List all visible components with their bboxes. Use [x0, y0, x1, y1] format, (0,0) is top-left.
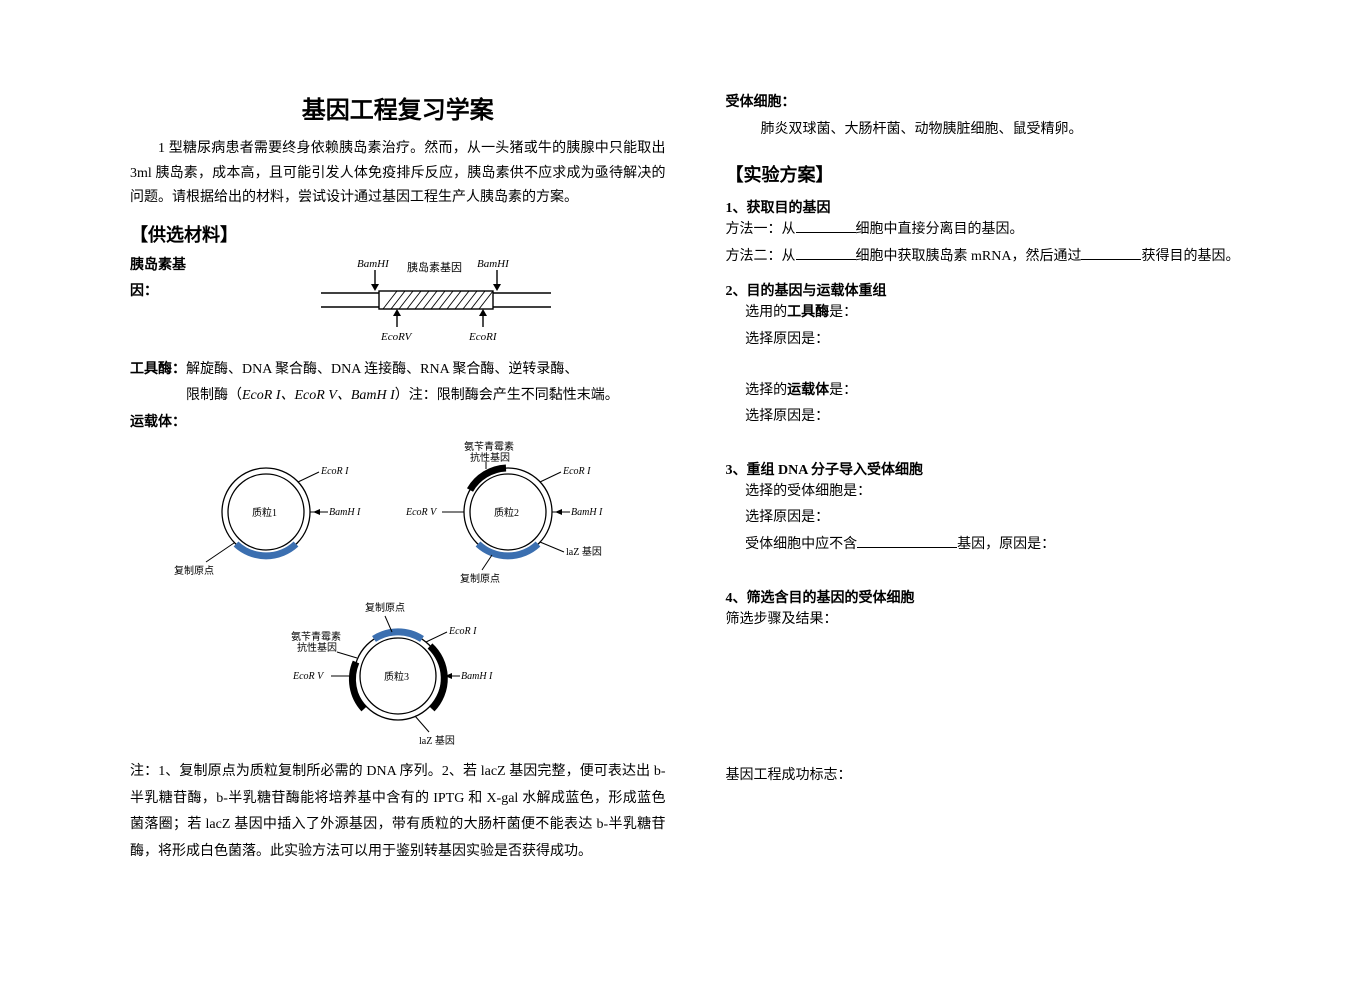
tool-line2: 限制酶（EcoR I、EcoR V、BamH I）注：限制酶会产生不同黏性末端。 [130, 383, 666, 410]
blank-gene [857, 534, 957, 548]
svg-text:抗性基因: 抗性基因 [470, 451, 510, 464]
success-marker: 基因工程成功标志： [726, 763, 1241, 790]
bamhi-right-label: BamHI [477, 258, 510, 270]
method-1-line: 方法一：从细胞中直接分离目的基因。 [726, 217, 1241, 244]
bamhi-left-label: BamHI [357, 258, 390, 270]
ecori-label: EcoRI [468, 331, 498, 343]
gene-diagram-cell: BamHI 胰岛素基因 BamHI [208, 253, 666, 357]
left-column: 基因工程复习学案 1 型糖尿病患者需要终身依赖胰岛素治疗。然而，从一头猪或牛的胰… [130, 90, 666, 922]
materials-header: 【供选材料】 [130, 221, 666, 247]
insulin-gene-diagram: BamHI 胰岛素基因 BamHI [307, 255, 567, 347]
tool-label: 工具酶： [130, 362, 186, 377]
step-3-header: 3、重组 DNA 分子导入受体细胞 [726, 459, 1241, 479]
svg-text:BamH I: BamH I [571, 507, 603, 518]
ecorv-label: EcoRV [380, 331, 413, 343]
svg-text:BamH I: BamH I [461, 671, 493, 682]
svg-text:抗性基因: 抗性基因 [297, 641, 337, 654]
step-2-vector: 选择的运载体是： [726, 378, 1241, 405]
tool-enzyme-block: 工具酶：解旋酶、DNA 聚合酶、DNA 连接酶、RNA 聚合酶、逆转录酶、 [130, 357, 666, 384]
spacer-2 [726, 431, 1241, 449]
step-4-header: 4、筛选含目的基因的受体细胞 [726, 587, 1241, 607]
svg-text:质粒2: 质粒2 [494, 506, 519, 519]
gene-center-label: 胰岛素基因 [407, 260, 462, 274]
vector-block: 运载体： [130, 410, 666, 437]
spacer-3 [726, 559, 1241, 577]
svg-text:laZ 基因: laZ 基因 [566, 545, 602, 558]
blank-3 [1081, 246, 1141, 260]
blank-1 [796, 219, 856, 233]
recipient-label: 受体细胞： [726, 95, 796, 110]
svg-text:复制原点: 复制原点 [174, 564, 214, 577]
spacer-4 [726, 633, 1241, 763]
svg-text:质粒3: 质粒3 [384, 670, 409, 683]
svg-text:复制原点: 复制原点 [365, 601, 405, 614]
step-2-reason-1: 选择原因是： [726, 327, 1241, 354]
step-2-tool: 选用的工具酶是： [726, 300, 1241, 327]
recipient-text: 肺炎双球菌、大肠杆菌、动物胰脏细胞、鼠受精卵。 [726, 117, 1241, 144]
svg-text:EcoR V: EcoR V [292, 671, 325, 682]
gene-label: 胰岛素基因： [130, 253, 208, 306]
svg-text:氨苄青霉素: 氨苄青霉素 [291, 630, 341, 643]
vector-note: 注：1、复制原点为质粒复制所必需的 DNA 序列。2、若 lacZ 基因完整，便… [130, 759, 666, 865]
spacer-1 [726, 354, 1241, 378]
intro-paragraph: 1 型糖尿病患者需要终身依赖胰岛素治疗。然而，从一头猪或牛的胰腺中只能取出 3m… [130, 137, 666, 211]
svg-text:复制原点: 复制原点 [460, 572, 500, 585]
svg-text:EcoR I: EcoR I [320, 466, 349, 477]
blank-2 [796, 246, 856, 260]
plan-header: 【实验方案】 [726, 161, 1241, 187]
right-column: 受体细胞： 肺炎双球菌、大肠杆菌、动物胰脏细胞、鼠受精卵。 【实验方案】 1、获… [726, 90, 1241, 922]
plasmid-3: 质粒3 复制原点 EcoR I EcoR V 氨苄青霉素 抗性基因 BamH I… [273, 596, 523, 751]
page-title: 基因工程复习学案 [130, 90, 666, 125]
step-1-header: 1、获取目的基因 [726, 197, 1241, 217]
step-2-header: 2、目的基因与运载体重组 [726, 280, 1241, 300]
svg-text:氨苄青霉素: 氨苄青霉素 [464, 440, 514, 453]
step-2-reason-2: 选择原因是： [726, 404, 1241, 431]
tool-line1: 解旋酶、DNA 聚合酶、DNA 连接酶、RNA 聚合酶、逆转录酶、 [186, 362, 578, 377]
gene-row: 胰岛素基因： BamHI 胰岛素基因 BamHI [130, 253, 666, 357]
recipient-block: 受体细胞： [726, 90, 1241, 117]
svg-text:EcoR I: EcoR I [448, 626, 477, 637]
plasmid-2: 质粒2 氨苄青霉素 抗性基因 EcoR I EcoR V BamH I laZ … [398, 440, 628, 590]
svg-text:laZ 基因: laZ 基因 [419, 734, 455, 747]
svg-text:BamH I: BamH I [329, 507, 361, 518]
svg-text:质粒1: 质粒1 [252, 506, 277, 519]
plasmid-diagrams: 质粒1 EcoR I BamH I 复制原点 质粒2 氨苄青霉素 抗性基因 Ec… [130, 440, 666, 751]
plasmid-1: 质粒1 EcoR I BamH I 复制原点 [168, 440, 368, 590]
method-2-line: 方法二：从细胞中获取胰岛素 mRNA，然后通过获得目的基因。 [726, 244, 1241, 271]
vector-label: 运载体： [130, 415, 186, 430]
enzyme-list: EcoR I、EcoR V、BamH I [242, 388, 395, 403]
step-3-select: 选择的受体细胞是： [726, 479, 1241, 506]
step-4-steps: 筛选步骤及结果： [726, 607, 1241, 634]
step-3-reason: 选择原因是： [726, 505, 1241, 532]
svg-text:EcoR V: EcoR V [405, 507, 438, 518]
step-3-nogene: 受体细胞中应不含基因，原因是： [726, 532, 1241, 559]
svg-text:EcoR I: EcoR I [562, 466, 591, 477]
